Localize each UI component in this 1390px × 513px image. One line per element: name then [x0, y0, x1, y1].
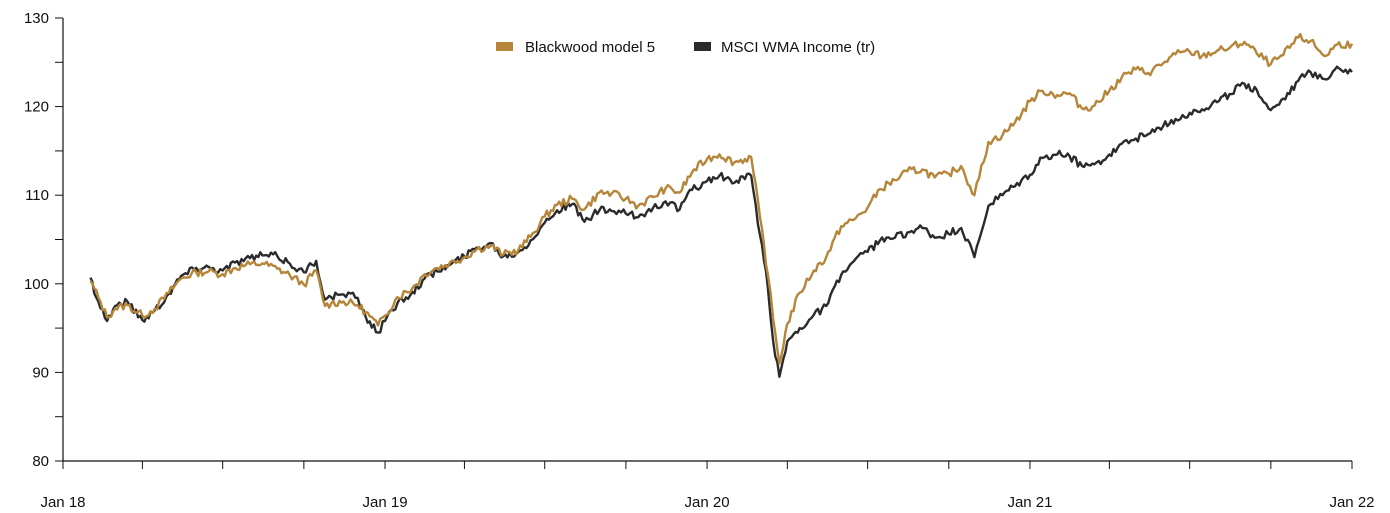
y-tick-label: 90	[32, 364, 49, 381]
series-line-1	[89, 65, 1353, 378]
y-tick-label: 120	[24, 99, 49, 116]
x-axis: Jan 18 Jan 19 Jan 20 Jan 21 Jan 22	[40, 460, 1375, 511]
x-tick-label: Jan 22	[1329, 494, 1374, 511]
legend-label-1: MSCI WMA Income (tr)	[721, 39, 875, 56]
x-tick-label: Jan 21	[1007, 494, 1052, 511]
series-layer	[89, 32, 1354, 378]
x-tick-label: Jan 18	[40, 494, 85, 511]
legend-swatch-0	[496, 42, 513, 51]
y-tick-label: 80	[32, 453, 49, 470]
legend: Blackwood model 5 MSCI WMA Income (tr)	[496, 39, 875, 56]
y-tick-label: 130	[24, 10, 49, 27]
legend-swatch-1	[694, 42, 711, 51]
series-line-0	[89, 32, 1354, 365]
y-tick-label: 110	[25, 187, 49, 204]
legend-label-0: Blackwood model 5	[525, 39, 655, 56]
x-tick-label: Jan 20	[685, 494, 730, 511]
y-tick-label: 100	[24, 276, 49, 293]
x-tick-label: Jan 19	[363, 494, 408, 511]
legend-item-1: MSCI WMA Income (tr)	[694, 39, 875, 56]
y-axis: 80 90 100 110 120 130	[24, 10, 64, 470]
legend-item-0: Blackwood model 5	[496, 39, 655, 56]
